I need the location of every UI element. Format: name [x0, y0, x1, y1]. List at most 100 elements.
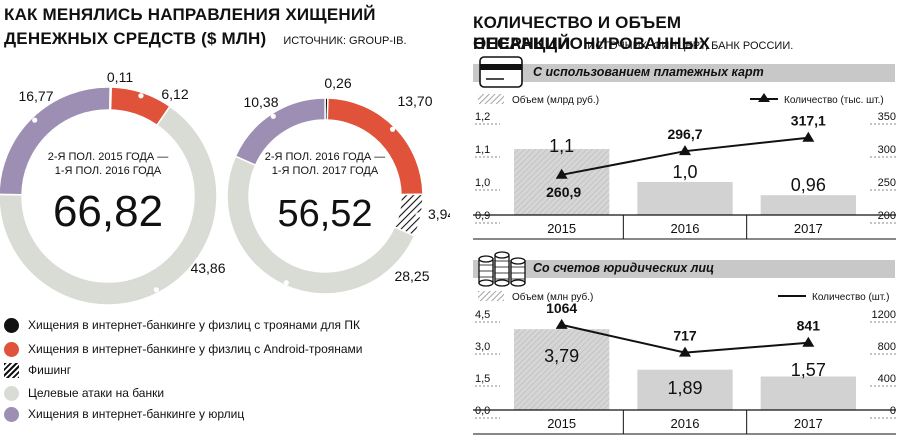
right-source: ИСТОЧНИК: ФИНЦЕРТ, БАНК РОССИИ.	[587, 40, 794, 52]
line-value-label: 841	[797, 318, 821, 334]
donut-charts: 0,11 6,12 43,86 16,77 2-Я ПОЛ. 2015 ГОДА — 1-…	[0, 69, 450, 306]
x-category-label: 2017	[794, 221, 823, 236]
legend-item: Хищения в интернет-банкинге у физлиц с т…	[4, 316, 360, 334]
legend-item: Целевые атаки на банки	[4, 384, 164, 402]
x-category-label: 2016	[671, 416, 700, 431]
x-category-label: 2015	[547, 221, 576, 236]
slice-value-label: 10,38	[243, 94, 278, 110]
slice-value-label: 6,12	[161, 86, 188, 102]
divider	[455, 0, 456, 445]
y-left-tick-label: 1,1	[475, 144, 490, 156]
line-point	[555, 318, 568, 329]
slice-value-label: 28,25	[394, 268, 429, 284]
y-right-tick-label: 1200	[872, 309, 896, 321]
left-title-line2-text: ДЕНЕЖНЫХ СРЕДСТВ ($ МЛН)	[4, 29, 267, 48]
bar-value-label: 0,96	[791, 175, 826, 195]
slice-value-label: 0,11	[107, 69, 133, 85]
line-value-label: 717	[673, 328, 697, 344]
left-title-line2: ДЕНЕЖНЫХ СРЕДСТВ ($ МЛН) ИСТОЧНИК: GROUP…	[4, 28, 407, 52]
line-legend-marker	[758, 93, 770, 102]
panel1-label: С использованием платежных карт	[533, 65, 764, 79]
bar-legend-label: Объем (млрд руб.)	[512, 94, 599, 106]
coins-icon	[478, 251, 526, 287]
right-title-line1: КОЛИЧЕСТВО И ОБЪЕМ НЕСАНКЦИОНИРОВАННЫХ	[473, 13, 711, 53]
bar-legend-swatch	[478, 94, 504, 104]
y-left-tick-label: 1,0	[475, 177, 490, 189]
y-right-tick-label: 400	[878, 373, 896, 385]
x-category-label: 2015	[547, 416, 576, 431]
y-left-tick-label: 0,9	[475, 210, 490, 222]
y-right-tick-label: 350	[878, 111, 896, 123]
panel2-label: Со счетов юридических лиц	[533, 261, 715, 275]
combo-chart-cards: Объем (млрд руб.) Количество (тыс. шт.) 1,…	[473, 93, 896, 240]
line-point	[555, 168, 568, 179]
y-left-tick-label: 0,0	[475, 405, 490, 417]
legend-label: Хищения в интернет-банкинге у физлиц с A…	[28, 342, 363, 356]
left-source: ИСТОЧНИК: GROUP-IB.	[283, 35, 407, 47]
legend-label: Хищения в интернет-банкинге у юрлиц	[28, 407, 245, 421]
donut-chart-2015-2016: 0,11 6,12 43,86 16,77 2-Я ПОЛ. 2015 ГОДА — 1-…	[0, 69, 226, 306]
slice-value-label: 3,94	[428, 206, 450, 222]
donut-total: 56,52	[277, 193, 372, 235]
combo-chart-legal-entities: Объем (млн руб.) Количество (шт.) 4,5 1200 3…	[473, 291, 896, 435]
line-point	[802, 336, 815, 347]
bar	[637, 369, 733, 410]
legend-label: Целевые атаки на банки	[28, 386, 165, 400]
donut-period-line1: 2-Я ПОЛ. 2016 ГОДА —	[265, 151, 385, 163]
slice-marker	[415, 212, 421, 218]
y-right-tick-label: 250	[878, 177, 896, 189]
legend-swatch	[4, 406, 19, 422]
slice-value-label: 43,86	[190, 260, 225, 276]
slice-marker	[138, 93, 144, 99]
line-point	[679, 145, 691, 156]
line-value-label: 296,7	[667, 126, 702, 142]
right-title-line2-text: ОПЕРАЦИЙ	[473, 34, 571, 53]
slice-value-label: 16,77	[18, 88, 53, 104]
bar	[760, 376, 856, 410]
y-left-tick-label: 4,5	[475, 309, 490, 321]
line-point	[679, 346, 691, 357]
slice-marker	[283, 280, 289, 286]
slice-marker	[270, 113, 276, 119]
y-right-tick-label: 0	[890, 405, 896, 417]
bar-value-label: 1,57	[791, 360, 826, 380]
slice-marker	[32, 117, 38, 123]
legend-swatch	[4, 317, 19, 333]
donut-chart-2016-2017: 0,26 13,70 3,94 28,25 10,38 2-Я ПОЛ. 2016 ГОД…	[226, 75, 450, 295]
donut-total: 66,82	[53, 187, 163, 236]
donut-slice	[0, 105, 218, 306]
donut-slice	[226, 155, 416, 295]
panel1-band: С использованием платежных карт	[473, 64, 895, 82]
bar-legend-swatch	[478, 291, 504, 301]
left-title-line1: КАК МЕНЯЛИСЬ НАПРАВЛЕНИЯ ХИЩЕНИЙ	[4, 5, 376, 24]
bar	[514, 149, 610, 215]
bar	[514, 329, 610, 410]
bar-value-label: 3,79	[544, 346, 579, 366]
combo-charts: Объем (млрд руб.) Количество (тыс. шт.) 1,…	[473, 93, 896, 435]
legend-item: Фишинг	[4, 361, 71, 379]
legend-label: Фишинг	[28, 363, 72, 377]
legend-item: Хищения в интернет-банкинге у физлиц с A…	[4, 340, 363, 358]
slice-value-label: 13,70	[397, 93, 432, 109]
line-legend-label: Количество (тыс. шт.)	[784, 95, 884, 106]
donut-period-line2: 1-Я ПОЛ. 2017 ГОДА	[272, 165, 379, 177]
bar	[637, 182, 733, 215]
slice-value-label: 0,26	[324, 75, 351, 91]
line-legend-label: Количество (шт.)	[812, 292, 889, 303]
line-value-label: 1064	[546, 300, 577, 316]
bar-value-label: 1,89	[667, 378, 702, 398]
y-right-tick-label: 800	[878, 341, 896, 353]
card-icon	[479, 56, 523, 88]
x-category-label: 2017	[794, 416, 823, 431]
legend-swatch	[4, 341, 19, 357]
line-value-label: 260,9	[546, 184, 581, 200]
legend-label: Хищения в интернет-банкинге у физлиц с т…	[28, 318, 360, 332]
y-left-tick-label: 3,0	[475, 341, 490, 353]
donut-slice	[326, 97, 424, 196]
y-left-tick-label: 1,2	[475, 111, 490, 123]
y-left-tick-label: 1,5	[475, 373, 490, 385]
panel2-band: Со счетов юридических лиц	[473, 260, 895, 278]
donut-slice	[0, 86, 111, 196]
legend-item: Хищения в интернет-банкинге у юрлиц	[4, 405, 244, 423]
donut-slice	[234, 97, 326, 167]
